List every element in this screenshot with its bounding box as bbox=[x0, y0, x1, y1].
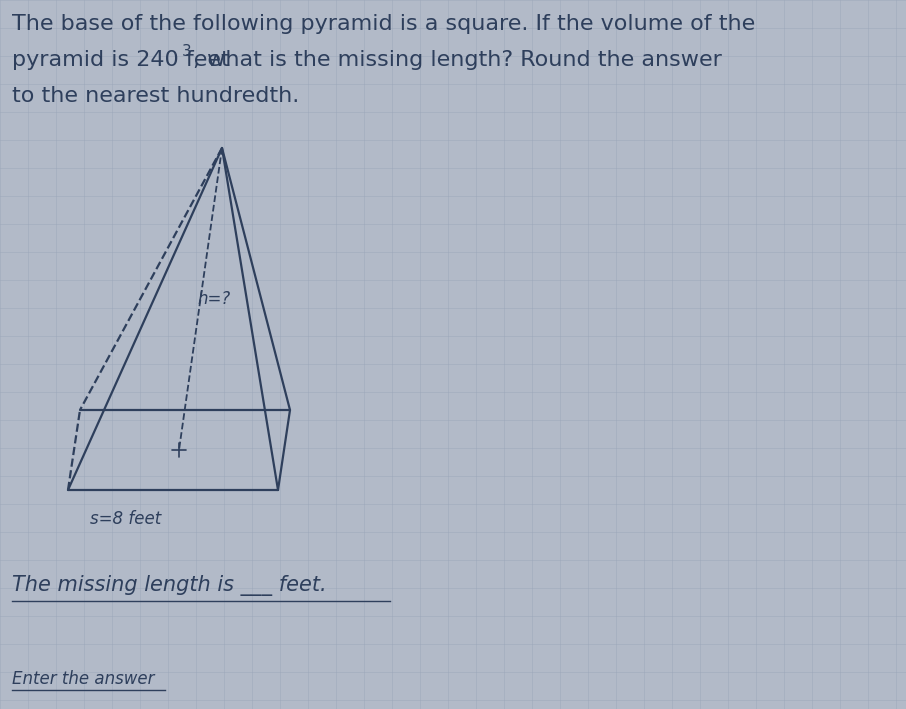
Text: h=?: h=? bbox=[197, 290, 230, 308]
Text: 3: 3 bbox=[182, 44, 192, 59]
Text: to the nearest hundredth.: to the nearest hundredth. bbox=[12, 86, 299, 106]
Text: The base of the following pyramid is a square. If the volume of the: The base of the following pyramid is a s… bbox=[12, 14, 756, 34]
Text: pyramid is 240 feet: pyramid is 240 feet bbox=[12, 50, 230, 70]
Text: Enter the answer: Enter the answer bbox=[12, 670, 155, 688]
Text: s=8 feet: s=8 feet bbox=[90, 510, 161, 528]
Text: , what is the missing length? Round the answer: , what is the missing length? Round the … bbox=[193, 50, 722, 70]
Text: The missing length is ___ feet.: The missing length is ___ feet. bbox=[12, 575, 327, 596]
